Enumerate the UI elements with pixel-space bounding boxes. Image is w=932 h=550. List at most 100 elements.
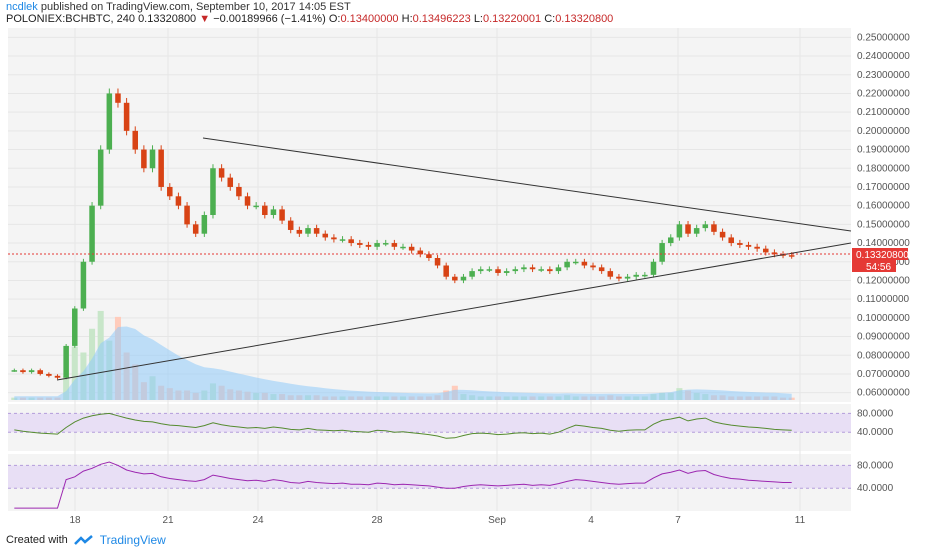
candle-body[interactable] [279,209,285,221]
candle-body[interactable] [434,258,441,266]
candle-body[interactable] [97,149,104,206]
candle-body[interactable] [184,205,190,225]
candle-body[interactable] [693,228,700,234]
candle-body[interactable] [63,345,69,378]
candle-body[interactable] [616,276,622,279]
candle-body[interactable] [659,243,665,262]
candle-body[interactable] [763,248,769,253]
candle-body[interactable] [469,271,475,277]
upper-trendline[interactable] [202,137,852,232]
candle-body[interactable] [486,269,493,271]
candle-body[interactable] [685,224,691,234]
candle-body[interactable] [106,93,113,150]
candle-body[interactable] [141,149,147,169]
candle-body[interactable] [348,239,354,244]
candle-body[interactable] [650,261,657,275]
candle-body[interactable] [37,370,43,374]
candle-body[interactable] [702,224,709,229]
candle-body[interactable] [210,168,216,215]
candle-body[interactable] [676,224,683,238]
candle-body[interactable] [175,196,182,206]
candle-body[interactable] [236,186,242,197]
candle-body[interactable] [218,168,225,178]
candle-body[interactable] [115,93,121,103]
candle-body[interactable] [167,186,173,197]
candle-body[interactable] [132,130,139,150]
candle-body[interactable] [11,370,18,372]
candle-body[interactable] [745,244,752,247]
candle-body[interactable] [538,269,544,271]
candle-body[interactable] [547,269,553,272]
candle-body[interactable] [357,243,363,245]
candle-body[interactable] [417,250,424,255]
candle-body[interactable] [581,261,588,266]
candle-body[interactable] [313,228,320,234]
time-axis[interactable]: 18 21 24 28 Sep 4 7 11 [69,515,805,526]
candle-body[interactable] [503,271,510,273]
candle-body[interactable] [667,237,674,244]
candle-body[interactable] [305,228,311,234]
symbol-label[interactable]: POLONIEX:BCHBTC, 240 [6,13,135,25]
candle-body[interactable] [711,224,717,232]
change-value: −0.00189966 (−1.41%) [213,13,326,25]
candle-body[interactable] [158,149,164,187]
candle-body[interactable] [754,246,760,249]
candle-body[interactable] [728,237,734,244]
candle-body[interactable] [262,205,268,215]
candle-body[interactable] [460,276,467,281]
candle-body[interactable] [564,261,570,268]
author-link[interactable]: ncdlek [6,1,38,13]
candle-body[interactable] [624,276,631,279]
candle-body[interactable] [123,102,130,131]
candle-body[interactable] [382,243,389,245]
candle-body[interactable] [20,370,26,373]
candle-body[interactable] [443,265,449,277]
candle-body[interactable] [408,246,415,251]
candle-body[interactable] [477,269,484,272]
candle-body[interactable] [719,231,726,238]
candle-body[interactable] [452,276,458,281]
candle-body[interactable] [788,255,795,257]
candle-body[interactable] [253,205,259,208]
candle-body[interactable] [590,265,596,268]
candle-body[interactable] [512,269,519,272]
candle-body[interactable] [54,375,61,378]
candle-body[interactable] [270,209,277,215]
candle-body[interactable] [521,267,527,270]
candle-body[interactable] [771,252,778,255]
candle-body[interactable] [296,229,303,234]
candle-body[interactable] [633,274,639,277]
candle-body[interactable] [80,261,87,309]
candle-body[interactable] [331,237,337,240]
candle-body[interactable] [391,243,398,247]
candle-body[interactable] [46,373,52,376]
candle-body[interactable] [149,149,156,169]
y-tick-label: 0.06000000 [857,388,910,399]
candle-body[interactable] [287,220,294,230]
candle-body[interactable] [598,267,605,272]
candle-body[interactable] [642,274,648,277]
candle-body[interactable] [607,271,614,277]
candle-body[interactable] [192,224,199,234]
candle-body[interactable] [737,243,743,245]
candle-body[interactable] [529,267,536,270]
candle-body[interactable] [89,205,95,262]
tradingview-brand[interactable]: TradingView [99,533,166,547]
candle-body[interactable] [244,196,251,206]
candle-body[interactable] [495,269,501,273]
open-value: 0.13400000 [340,13,399,25]
indicator-band [8,413,851,433]
candle-body[interactable] [201,215,208,234]
lower-trendline[interactable] [56,242,852,381]
candle-body[interactable] [322,233,329,238]
candle-body[interactable] [555,267,562,272]
candle-body[interactable] [227,177,234,187]
candle-body[interactable] [339,239,346,241]
candle-body[interactable] [72,308,78,346]
candle-body[interactable] [28,370,35,373]
candle-body[interactable] [374,243,380,247]
candle-body[interactable] [400,246,406,249]
candle-body[interactable] [572,261,579,264]
candle-body[interactable] [365,244,372,247]
candle-body[interactable] [426,254,432,259]
